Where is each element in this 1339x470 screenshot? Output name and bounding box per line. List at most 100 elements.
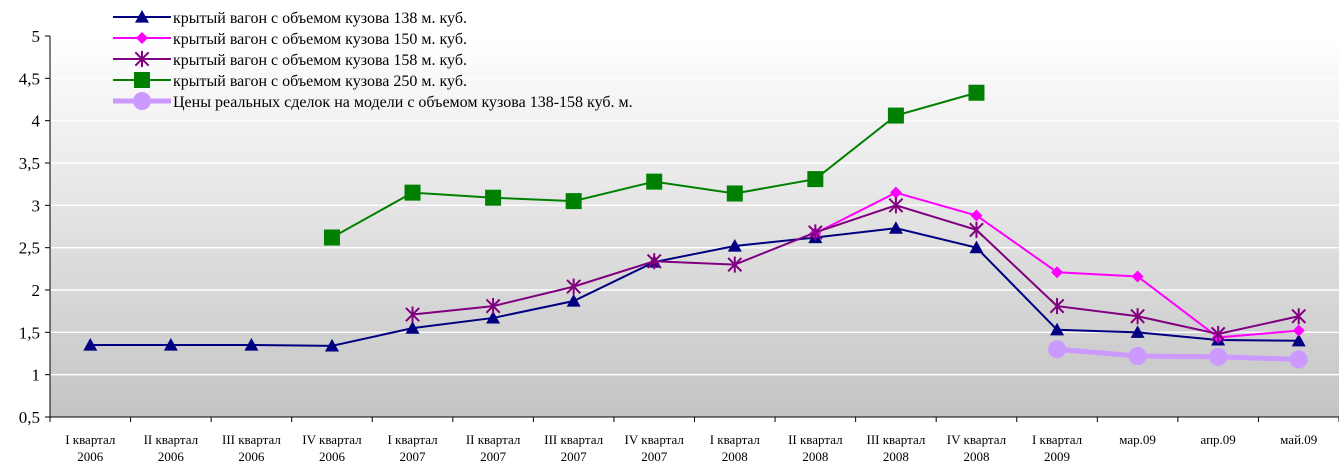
data-point [244, 338, 259, 351]
data-point [969, 221, 984, 238]
data-point [1291, 333, 1306, 347]
data-point [1292, 324, 1305, 337]
series-line [412, 204, 1299, 336]
x-tick-label: 2007 [641, 449, 668, 464]
x-tick-label: 2009 [1044, 449, 1070, 464]
x-tick-label: мар.09 [1119, 432, 1156, 447]
data-point [1048, 340, 1067, 359]
x-tick-label: апр.09 [1201, 432, 1236, 447]
data-point [1131, 270, 1144, 283]
data-point [135, 10, 149, 23]
legend-item: крытый вагон с объемом кузова 158 м. куб… [113, 50, 467, 69]
x-tick-label: 2008 [802, 449, 828, 464]
data-point [134, 50, 150, 68]
x-tick-label: III квартал [222, 432, 281, 447]
data-point [727, 238, 742, 252]
data-point [83, 338, 98, 351]
data-point [1128, 347, 1147, 366]
x-tick-label: I квартал [387, 432, 438, 447]
x-tick-label: май.09 [1280, 432, 1317, 447]
data-point [405, 306, 420, 323]
x-tick-label: IV квартал [947, 432, 1007, 447]
data-point [1291, 308, 1307, 325]
x-tick-label: III квартал [544, 432, 603, 447]
legend-label: крытый вагон с объемом кузова 138 м. куб… [173, 10, 467, 27]
axes [45, 35, 1339, 422]
data-point [133, 92, 151, 110]
data-point [323, 229, 340, 246]
data-point [727, 256, 743, 273]
data-point [970, 209, 983, 222]
x-tick-label: 2006 [77, 449, 104, 464]
legend-label: крытый вагон с объемом кузова 158 м. куб… [173, 52, 467, 69]
x-tick-label: I квартал [1032, 432, 1083, 447]
data-point [887, 107, 904, 124]
series [1048, 340, 1308, 369]
series [83, 221, 1306, 352]
x-tick-label: I квартал [65, 432, 116, 447]
y-tick-label: 2,5 [19, 239, 40, 258]
data-point [1050, 322, 1065, 336]
x-tick-label: 2008 [722, 449, 748, 464]
data-point [807, 171, 824, 188]
x-tick-label: III квартал [866, 432, 925, 447]
data-point [136, 32, 148, 44]
data-point [1209, 347, 1228, 366]
x-tick-label: IV квартал [302, 432, 362, 447]
data-point [807, 224, 823, 241]
data-point [485, 189, 502, 206]
x-tick-label: I квартал [710, 432, 761, 447]
legend-item: крытый вагон с объемом кузова 250 м. куб… [113, 72, 467, 90]
data-point [888, 221, 903, 234]
data-point [134, 72, 150, 88]
data-point [566, 294, 581, 307]
data-point [726, 185, 743, 202]
x-tick-label: 2006 [158, 449, 185, 464]
x-tick-label: 2007 [400, 449, 427, 464]
x-tick-label: IV квартал [625, 432, 685, 447]
legend-item: крытый вагон с объемом кузова 150 м. куб… [113, 31, 467, 48]
x-tick-label: 2007 [480, 449, 507, 464]
y-tick-label: 3,5 [19, 154, 40, 173]
data-point [324, 338, 339, 352]
x-tick-label: 2008 [883, 449, 909, 464]
y-tick-label: 4 [32, 112, 41, 131]
legend: крытый вагон с объемом кузова 138 м. куб… [113, 10, 633, 111]
legend-label: крытый вагон с объемом кузова 150 м. куб… [173, 31, 467, 48]
legend-label: крытый вагон с объемом кузова 250 м. куб… [173, 73, 467, 90]
data-point [486, 310, 501, 324]
data-point [1130, 308, 1145, 325]
y-axis-tick-labels: 0,5 1 1,5 2 2,5 3 3,5 4 4,5 5 [19, 27, 41, 427]
x-tick-label: 2007 [561, 449, 588, 464]
y-tick-label: 1 [32, 366, 41, 385]
data-point [163, 338, 178, 351]
y-tick-label: 1,5 [19, 323, 40, 342]
data-point [646, 173, 663, 190]
data-point [889, 186, 902, 199]
legend-item: Цены реальных сделок на модели с объемом… [113, 92, 633, 111]
y-tick-label: 0,5 [19, 408, 40, 427]
series-line [1056, 346, 1299, 362]
y-tick-label: 3 [32, 196, 41, 215]
data-point [969, 240, 984, 254]
series [405, 197, 1307, 343]
series [323, 84, 985, 246]
data-point [565, 193, 582, 210]
data-point [646, 253, 662, 270]
x-tick-label: 2006 [319, 449, 346, 464]
data-point [1051, 266, 1064, 279]
gridlines [50, 35, 1339, 376]
data-point [1210, 325, 1226, 343]
data-point [485, 298, 501, 315]
data-point [888, 197, 904, 214]
y-tick-label: 4,5 [19, 69, 40, 88]
data-point [1289, 350, 1308, 369]
x-tick-label: 2006 [238, 449, 265, 464]
data-point [1049, 298, 1065, 315]
data-point [1130, 325, 1145, 338]
x-tick-label: II квартал [144, 432, 199, 447]
y-tick-label: 5 [32, 27, 41, 46]
legend-item: крытый вагон с объемом кузова 138 м. куб… [113, 10, 467, 27]
y-tick-label: 2 [32, 281, 41, 300]
